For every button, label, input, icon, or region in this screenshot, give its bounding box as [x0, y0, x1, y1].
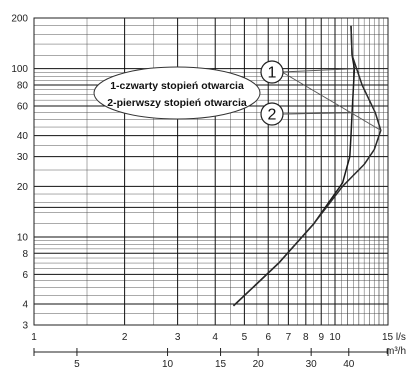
major-grid	[34, 18, 388, 325]
x-tick-label: 4	[212, 332, 218, 343]
y-tick-label: 100	[11, 64, 28, 75]
callout-leader	[281, 71, 382, 131]
callout-layer: 12	[260, 60, 382, 131]
legend-entry-1: 1-czwarty stopień otwarcia	[110, 80, 244, 92]
x-tick-label: 3	[175, 332, 181, 343]
x-tick-label: 10	[329, 332, 341, 343]
legend-entry-2: 2-pierwszy stopień otwarcia	[107, 97, 247, 109]
y-axis-ticks: 3 4 6 8 10 20 30 40 60 80 100 200	[11, 14, 28, 332]
callout-leader	[281, 68, 355, 73]
x-tick-label: 1	[31, 332, 37, 343]
callout-circle-2	[260, 102, 284, 126]
x-axis-ticks: 1 2 3 4 5 6 7 8 9 10 15 l/s	[31, 332, 406, 343]
x-tick-label: 7	[286, 332, 292, 343]
legend-ellipse	[93, 66, 261, 120]
secondary-axis-label: 30	[306, 359, 318, 370]
x-tick-label: 8	[303, 332, 309, 343]
series-line-2	[232, 25, 382, 307]
y-tick-label: 30	[17, 152, 29, 163]
y-tick-label: 10	[17, 232, 29, 243]
secondary-x-axis: m³/h 5 10 15 20 30 40	[33, 346, 406, 370]
y-tick-label: 6	[22, 270, 28, 281]
secondary-axis-unit: m³/h	[386, 346, 406, 357]
y-tick-label: 40	[17, 131, 29, 142]
series-layer	[232, 25, 382, 307]
y-tick-label: 4	[22, 299, 28, 310]
callout-leader	[281, 111, 376, 115]
y-tick-label: 60	[17, 102, 29, 113]
x-tick-label: 9	[318, 332, 324, 343]
secondary-axis-label: 15	[215, 359, 227, 370]
secondary-axis-label: 10	[162, 359, 174, 370]
x-tick-label: 5	[242, 332, 248, 343]
y-tick-label: 3	[22, 321, 28, 332]
y-tick-label: 200	[11, 14, 28, 25]
x-tick-label: 15 l/s	[382, 332, 406, 343]
legend: 1-czwarty stopień otwarcia 2-pierwszy st…	[93, 66, 261, 120]
callout-label-1: 1	[268, 65, 277, 82]
callout-label-2: 2	[268, 107, 277, 124]
y-tick-label: 80	[17, 80, 29, 91]
plot-frame	[33, 17, 389, 326]
callout-circle-1	[260, 60, 284, 84]
secondary-axis-label: 20	[253, 359, 265, 370]
secondary-axis-label: 40	[343, 359, 355, 370]
y-tick-label: 8	[22, 249, 28, 260]
secondary-axis-label: 5	[74, 359, 80, 370]
x-tick-label: 2	[122, 332, 128, 343]
y-tick-label: 20	[17, 182, 29, 193]
x-tick-label: 6	[265, 332, 271, 343]
